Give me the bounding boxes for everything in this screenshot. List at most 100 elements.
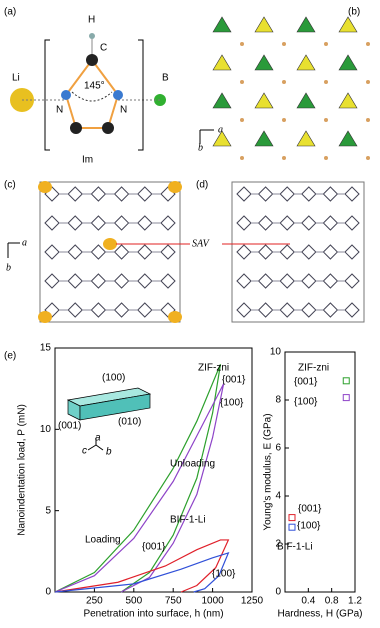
cell-frame	[231, 181, 365, 323]
axis-label: a	[218, 124, 223, 135]
framework-unit	[67, 186, 83, 202]
tetrahedron	[338, 54, 358, 71]
framework-unit	[160, 273, 176, 289]
y-tick-label: 6	[275, 443, 281, 454]
framework-unit	[44, 244, 60, 260]
y-axis-label: Nanoindentation load, P (mN)	[17, 404, 28, 536]
atom	[366, 156, 370, 160]
y-tick-label: 5	[45, 505, 51, 516]
y-tick-label: 0	[275, 587, 281, 598]
inset-label: b	[106, 447, 112, 458]
annotation: ZIF-zni	[298, 363, 329, 374]
tetrahedron	[254, 16, 274, 33]
series-label: {001}	[298, 504, 322, 515]
axis-label: b	[198, 142, 203, 153]
framework-unit	[160, 302, 176, 318]
point	[342, 394, 350, 402]
x-tick-label: 750	[165, 596, 182, 607]
angle-label: 145°	[84, 81, 105, 92]
y-axis-label: Young's modulus, E (GPa)	[263, 413, 274, 530]
x-tick-label: 500	[125, 596, 142, 607]
framework-unit	[236, 186, 252, 202]
panel-label: (e)	[4, 351, 16, 362]
n-atom	[113, 90, 123, 100]
axis-label: a	[22, 237, 27, 248]
c-atom	[86, 54, 98, 66]
unit-label: Im	[82, 155, 93, 166]
framework-unit	[113, 302, 130, 318]
y-tick-label: 4	[275, 491, 281, 502]
tetrahedron	[338, 92, 358, 109]
tetrahedron	[338, 16, 358, 33]
atom	[240, 80, 244, 84]
framework-unit	[301, 215, 317, 231]
atom-label: N	[56, 105, 63, 116]
framework-unit	[301, 302, 317, 318]
c-atom	[102, 122, 114, 134]
panel-label: (a)	[4, 7, 16, 18]
framework-unit	[44, 273, 60, 289]
atom-label: B	[162, 73, 169, 84]
atom	[366, 80, 370, 84]
tetrahedron	[296, 130, 316, 147]
series-label: {100}	[294, 397, 318, 408]
load-curve	[54, 383, 225, 593]
framework-unit	[137, 215, 153, 231]
framework-unit	[301, 186, 317, 202]
void	[38, 181, 52, 193]
atom-label: Li	[12, 73, 20, 84]
framework-unit	[322, 244, 339, 260]
plot-frame	[284, 351, 356, 593]
framework-unit	[137, 186, 153, 202]
tetrahedron	[296, 92, 316, 109]
load-curve	[54, 364, 222, 593]
framework-unit	[236, 302, 252, 318]
y-tick-label: 15	[40, 343, 52, 354]
atom	[240, 42, 244, 46]
angle-arc	[71, 91, 113, 102]
point	[288, 523, 296, 531]
framework-unit	[67, 244, 83, 260]
x-tick-label: 1000	[201, 596, 224, 607]
void	[103, 238, 117, 250]
framework-unit	[90, 244, 107, 260]
panel-label: (c)	[4, 180, 16, 191]
tetrahedron	[254, 92, 274, 109]
y-tick-label: 0	[45, 587, 51, 598]
framework-unit	[160, 186, 176, 202]
framework-unit	[67, 215, 83, 231]
framework-unit	[236, 215, 252, 231]
atom	[240, 156, 244, 160]
n-atom	[61, 90, 71, 100]
inset-label: c	[82, 446, 87, 457]
framework-unit	[279, 186, 295, 202]
framework-unit	[113, 215, 130, 231]
tetrahedron	[212, 54, 232, 71]
framework-unit	[236, 244, 252, 260]
atom-label: C	[100, 43, 107, 54]
framework-unit	[301, 273, 317, 289]
y-tick-label: 10	[40, 424, 52, 435]
x-tick-label: 1.2	[348, 596, 362, 607]
framework-unit	[113, 244, 130, 260]
framework-unit	[344, 186, 360, 202]
atom	[324, 80, 328, 84]
framework-unit	[322, 215, 339, 231]
void	[168, 181, 182, 193]
framework-unit	[344, 215, 360, 231]
tetrahedron	[338, 130, 358, 147]
framework-unit	[137, 273, 153, 289]
atom	[282, 42, 286, 46]
framework-unit	[279, 244, 295, 260]
void	[38, 311, 52, 323]
annotation: {100}	[220, 398, 244, 409]
axis-label: b	[6, 262, 11, 273]
framework-unit	[113, 273, 130, 289]
void	[168, 311, 182, 323]
framework-unit	[344, 244, 360, 260]
framework-unit	[344, 302, 360, 318]
atom	[240, 118, 244, 122]
atom	[324, 42, 328, 46]
point	[288, 514, 296, 522]
